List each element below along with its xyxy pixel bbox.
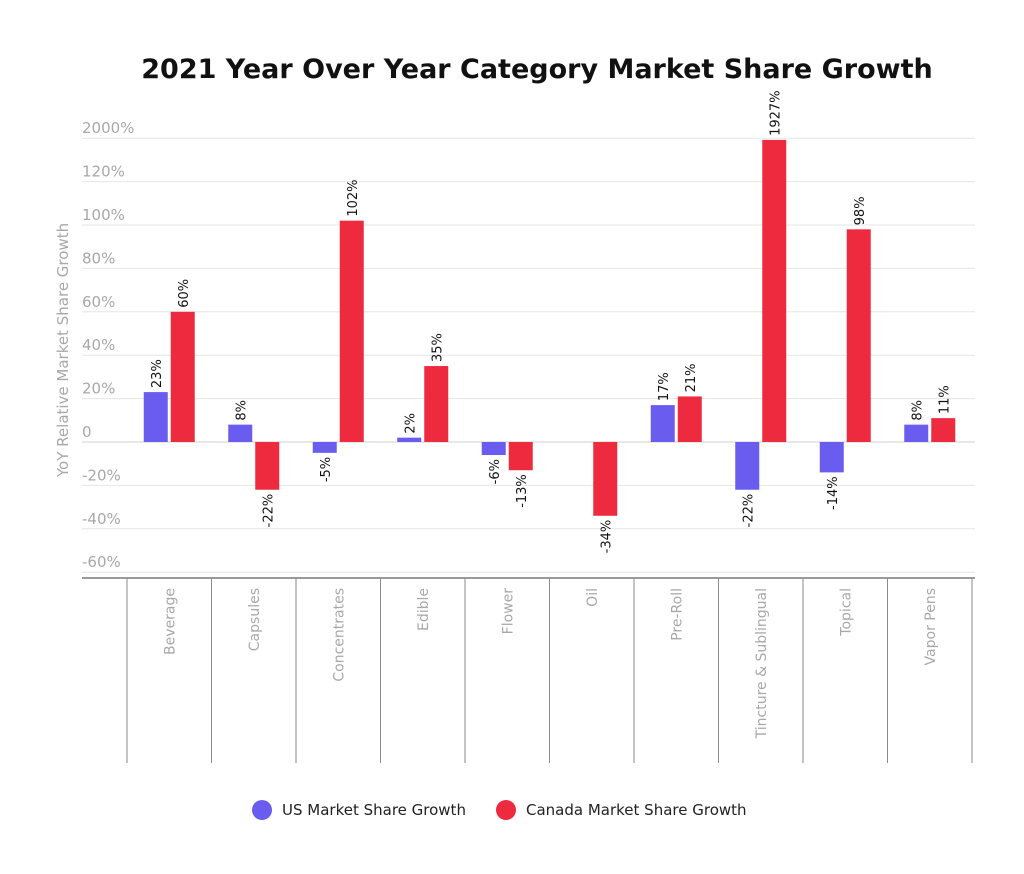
data-label: -13%: [515, 474, 530, 508]
y-tick-label: 20%: [82, 380, 115, 398]
y-tick-label: -60%: [82, 553, 121, 571]
y-tick-label: 2000%: [82, 119, 134, 137]
data-label: 2%: [403, 413, 418, 434]
y-tick-label: 100%: [82, 206, 125, 224]
data-label: -22%: [741, 494, 756, 528]
bar-canada: [339, 220, 364, 442]
data-label: 102%: [346, 179, 361, 216]
y-tick-label: -20%: [82, 466, 121, 484]
category-label: Beverage: [162, 588, 178, 655]
bar-us: [650, 405, 675, 442]
bar-canada: [846, 229, 871, 442]
data-label: 35%: [430, 333, 445, 362]
data-label: 17%: [657, 372, 672, 401]
legend-swatch: [252, 800, 272, 820]
chart-title: 2021 Year Over Year Category Market Shar…: [141, 54, 932, 85]
data-label: -14%: [826, 476, 841, 510]
data-label: 21%: [684, 364, 699, 393]
category-label: Pre-Roll: [669, 588, 685, 641]
y-tick-label: 0: [82, 423, 92, 441]
bar-us: [819, 442, 844, 473]
bar-canada: [762, 139, 787, 443]
category-label: Concentrates: [331, 588, 347, 682]
data-label: -6%: [488, 459, 503, 484]
category-label: Tincture & Sublingual: [754, 588, 770, 739]
y-tick-label: 60%: [82, 293, 115, 311]
bar-us: [481, 442, 506, 456]
y-tick-label: 120%: [82, 163, 125, 181]
data-label: 60%: [177, 279, 192, 308]
bar-canada: [931, 418, 956, 442]
category-label: Oil: [585, 588, 601, 607]
bar-canada: [593, 442, 618, 516]
bar-us: [397, 437, 422, 442]
legend-swatch: [496, 800, 516, 820]
data-label: -34%: [599, 520, 614, 554]
data-label: 8%: [234, 400, 249, 421]
bar-us: [143, 392, 168, 442]
y-tick-label: 80%: [82, 249, 115, 267]
bar-canada: [424, 366, 449, 442]
bar-us: [735, 442, 760, 490]
data-labels: 23% 8% -5% 2% -6% 17% -22% -14% 8% 60% -22% 102% 35%…: [150, 90, 953, 553]
data-label: 98%: [853, 196, 868, 225]
bar-canada: [255, 442, 280, 490]
data-label: 1927%: [768, 90, 783, 135]
bars: [143, 139, 956, 516]
y-tick-label: 40%: [82, 336, 115, 354]
category-label: Edible: [416, 588, 432, 631]
y-axis-ticks: -60% -40% -20% 0 20% 40% 60% 80% 100% 120% 2000%: [82, 119, 134, 571]
bar-canada: [677, 396, 702, 442]
bar-us: [312, 442, 337, 453]
bar-canada: [170, 311, 195, 442]
category-label: Vapor Pens: [923, 588, 939, 665]
category-label: Topical: [838, 588, 854, 637]
legend: US Market Share Growth Canada Market Shar…: [252, 800, 747, 820]
legend-label: Canada Market Share Growth: [526, 801, 747, 819]
data-label: -22%: [261, 494, 276, 528]
legend-label: US Market Share Growth: [282, 801, 466, 819]
bar-us: [904, 424, 929, 442]
x-axis: Beverage Capsules Concentrates Edible Flower…: [82, 577, 975, 763]
y-axis-label: YoY Relative Market Share Growth: [54, 223, 72, 478]
y-tick-label: -40%: [82, 510, 121, 528]
bar-canada: [508, 442, 533, 471]
data-label: 11%: [937, 385, 952, 414]
data-label: -5%: [319, 457, 334, 482]
data-label: 8%: [910, 400, 925, 421]
category-label: Capsules: [247, 588, 263, 651]
category-label: Flower: [500, 588, 516, 635]
bar-us: [228, 424, 253, 442]
data-label: 23%: [150, 359, 165, 388]
